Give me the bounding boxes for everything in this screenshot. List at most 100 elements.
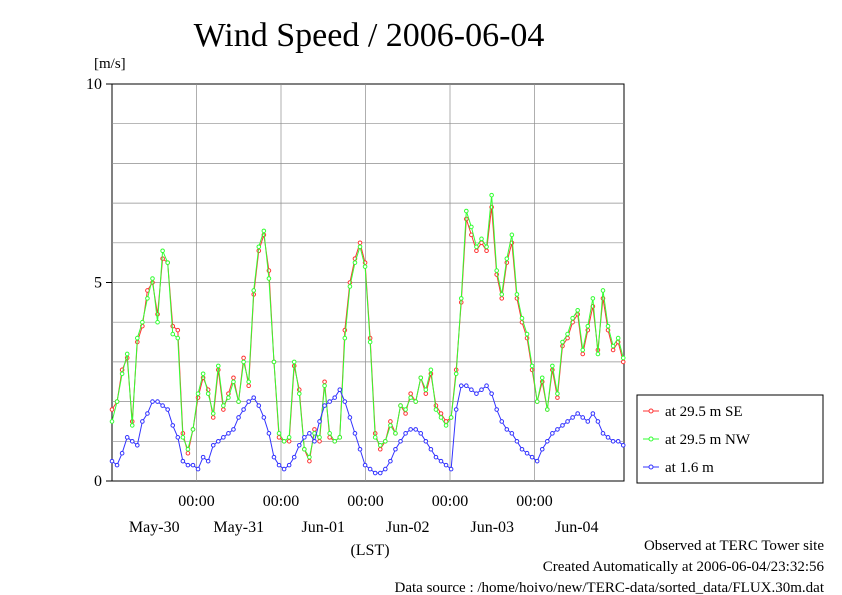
data-point — [114, 462, 120, 468]
data-point — [499, 292, 505, 297]
data-point — [372, 470, 378, 476]
data-point — [383, 466, 388, 472]
data-point — [433, 407, 439, 412]
data-point — [484, 248, 489, 254]
data-point — [524, 450, 530, 456]
data-point — [388, 458, 393, 464]
data-point — [509, 232, 515, 238]
data-point — [570, 415, 575, 420]
data-point — [352, 260, 358, 265]
data-point — [347, 284, 353, 289]
data-point — [570, 315, 575, 321]
data-point — [479, 387, 484, 392]
x-date-tick-label: Jun-03 — [470, 519, 514, 536]
data-point — [226, 431, 231, 436]
data-point — [266, 276, 272, 281]
data-point — [357, 244, 363, 250]
data-point — [357, 446, 363, 452]
data-point — [362, 462, 368, 468]
y-tick-label: 5 — [94, 275, 102, 292]
data-point — [575, 307, 580, 313]
data-point — [489, 192, 494, 198]
data-point — [124, 351, 130, 357]
data-point — [398, 439, 403, 444]
data-point — [545, 439, 550, 444]
data-point — [600, 431, 606, 436]
data-point — [251, 288, 257, 293]
data-point — [236, 399, 241, 404]
data-point — [494, 268, 499, 273]
data-point — [332, 439, 338, 444]
data-point — [185, 446, 191, 452]
data-point — [610, 439, 616, 444]
data-point — [276, 431, 282, 436]
data-point — [261, 228, 267, 234]
data-point — [474, 248, 479, 254]
data-point — [170, 331, 176, 337]
data-point — [246, 399, 251, 404]
data-point — [205, 458, 211, 464]
y-axis-unit: [m/s] — [94, 56, 126, 72]
data-point — [307, 454, 312, 460]
data-point — [135, 335, 140, 341]
chart-title: Wind Speed / 2006-06-04 — [194, 17, 545, 54]
data-point — [215, 439, 221, 444]
data-point — [448, 466, 454, 472]
data-point — [266, 431, 272, 436]
data-point — [555, 427, 560, 432]
data-point — [367, 466, 373, 472]
x-time-tick-label: 00:00 — [516, 493, 552, 510]
data-point — [509, 431, 515, 436]
data-point — [514, 439, 520, 444]
data-point — [246, 379, 251, 385]
data-point — [620, 442, 626, 448]
data-point — [580, 415, 586, 420]
data-point — [165, 260, 170, 265]
data-point — [271, 359, 277, 365]
x-date-tick-label: May-31 — [213, 519, 264, 536]
data-point — [357, 240, 363, 246]
data-point — [312, 439, 317, 444]
data-point — [514, 292, 520, 297]
data-point — [555, 395, 560, 400]
data-point — [190, 427, 196, 432]
x-date-tick-label: Jun-04 — [555, 519, 599, 536]
created-footer: Created Automatically at 2006-06-04/23:3… — [543, 559, 825, 575]
data-point — [145, 411, 150, 416]
data-point — [600, 288, 606, 293]
data-point — [210, 415, 216, 420]
data-point — [499, 296, 505, 301]
data-point — [175, 335, 181, 341]
data-point — [580, 351, 586, 357]
data-point — [312, 427, 317, 432]
data-point — [322, 383, 327, 389]
data-point — [129, 439, 135, 444]
data-point — [135, 442, 140, 448]
data-point — [119, 371, 125, 377]
data-point — [347, 415, 353, 420]
data-point — [550, 431, 555, 436]
data-point — [464, 383, 469, 389]
data-point — [307, 431, 312, 436]
data-point — [615, 439, 621, 444]
data-point — [296, 391, 302, 396]
data-point — [453, 407, 459, 412]
data-point — [585, 419, 591, 424]
data-point — [307, 458, 312, 464]
x-axis-label: (LST) — [350, 542, 389, 559]
data-point — [150, 399, 155, 404]
data-point — [469, 224, 474, 230]
data-point — [539, 446, 545, 452]
data-point — [296, 442, 302, 448]
data-point — [534, 399, 540, 404]
data-point — [398, 403, 403, 408]
data-point — [464, 208, 469, 214]
data-point — [337, 387, 343, 392]
data-point — [529, 363, 535, 369]
data-point — [590, 296, 596, 301]
x-time-tick-label: 00:00 — [178, 493, 214, 510]
data-point — [180, 435, 186, 440]
data-point — [438, 458, 444, 464]
data-point — [140, 319, 145, 325]
